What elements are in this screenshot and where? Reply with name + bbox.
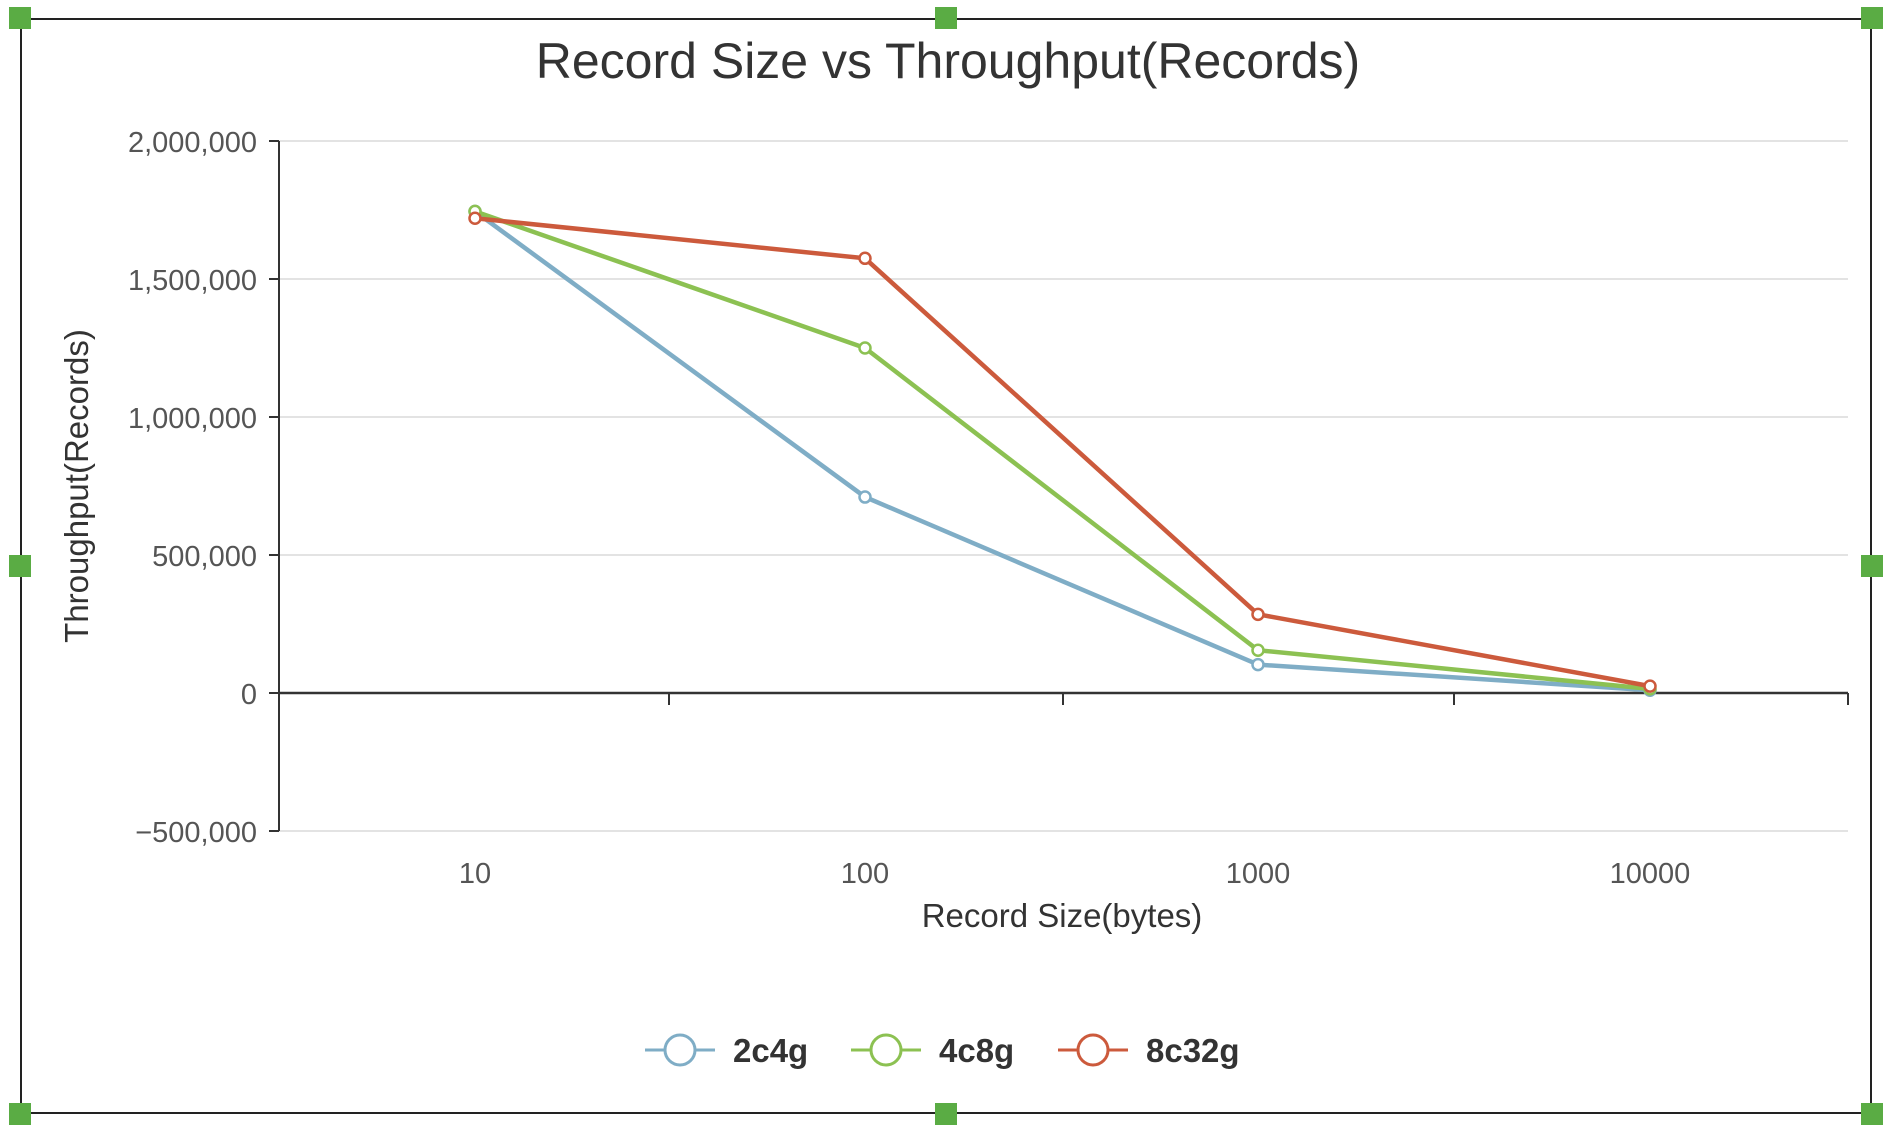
x-tick-label: 10	[459, 858, 491, 890]
x-tick-label: 10000	[1610, 858, 1691, 890]
data-point	[1251, 643, 1265, 657]
resize-handle-top-left[interactable]	[9, 7, 31, 29]
series-line	[473, 209, 1651, 693]
data-point	[1251, 607, 1265, 622]
data-point	[1251, 657, 1265, 672]
y-tick-label: 500,000	[152, 541, 257, 573]
series-line	[474, 216, 1651, 689]
y-tick-label: 1,500,000	[128, 265, 257, 297]
series-8c32g	[468, 211, 1657, 693]
legend-marker	[663, 1033, 697, 1067]
x-tick-label: 100	[841, 858, 889, 890]
resize-handle-middle-left[interactable]	[9, 555, 31, 577]
data-point	[858, 341, 872, 355]
x-tick-label: 1000	[1226, 858, 1291, 890]
legend-item-4c8g[interactable]: 4c8g	[851, 1032, 1014, 1069]
legend-label: 8c32g	[1146, 1032, 1240, 1069]
resize-handle-bottom-center[interactable]	[935, 1103, 957, 1125]
legend-item-8c32g[interactable]: 8c32g	[1058, 1032, 1240, 1069]
data-point	[858, 490, 872, 504]
resize-handle-bottom-right[interactable]	[1861, 1103, 1883, 1125]
resize-handle-bottom-left[interactable]	[9, 1103, 31, 1125]
y-tick-label: 2,000,000	[128, 127, 257, 159]
resize-handle-top-right[interactable]	[1861, 7, 1883, 29]
legend-marker	[1076, 1033, 1110, 1067]
series-layer	[468, 204, 1657, 697]
resize-handle-top-center[interactable]	[935, 7, 957, 29]
data-point	[1643, 679, 1657, 693]
chart-title: Record Size vs Throughput(Records)	[536, 33, 1360, 89]
data-point	[468, 211, 482, 226]
grid-lines	[279, 140, 1848, 832]
y-axis-label: Throughput(Records)	[58, 329, 95, 643]
axes: 2,000,000 1,500,000 1,000,000 500,000 0 −500,…	[128, 127, 1849, 890]
data-point	[858, 251, 872, 266]
series-line	[474, 209, 1651, 692]
legend-item-2c4g[interactable]: 2c4g	[645, 1032, 808, 1069]
y-tick-label: 1,000,000	[128, 403, 257, 435]
y-tick-label: 0	[241, 679, 257, 711]
resize-handle-middle-right[interactable]	[1861, 555, 1883, 577]
legend-marker	[869, 1033, 903, 1067]
legend[interactable]: 2c4g 4c8g 8c32g	[645, 1032, 1240, 1069]
y-tick-label: −500,000	[135, 817, 257, 849]
legend-label: 2c4g	[733, 1032, 808, 1069]
legend-label: 4c8g	[939, 1032, 1014, 1069]
x-axis-label: Record Size(bytes)	[922, 897, 1203, 934]
